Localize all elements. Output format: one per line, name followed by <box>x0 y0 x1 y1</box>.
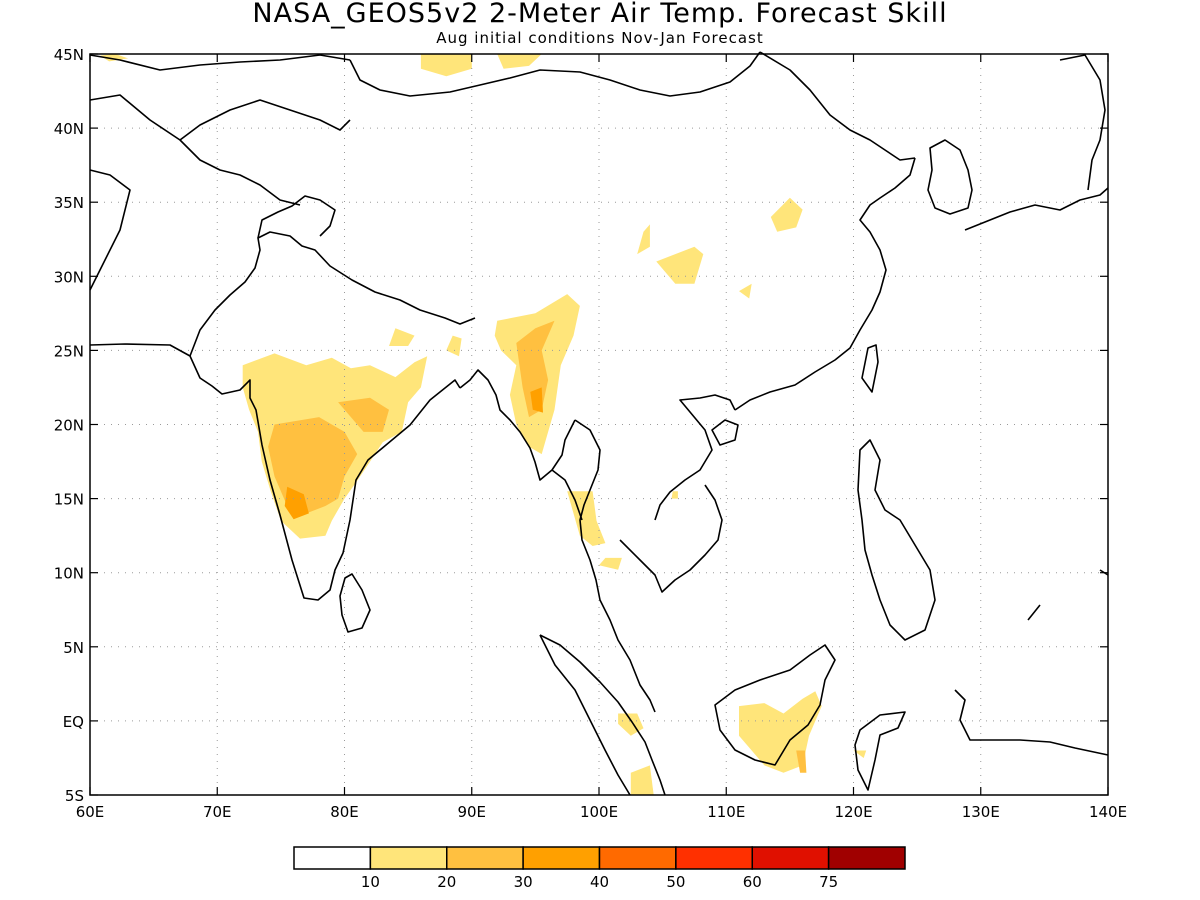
skill-region-level-1 <box>637 224 650 255</box>
coastlines-and-borders <box>89 51 1109 796</box>
colorbar-label: 40 <box>590 873 609 891</box>
colorbar-swatch <box>827 846 906 870</box>
colorbar-swatch <box>369 846 448 870</box>
lat-lon-gridlines <box>90 54 1108 795</box>
y-tick-label: 30N <box>54 268 84 286</box>
colorbar-label: 20 <box>437 873 456 891</box>
skill-region-level-1 <box>599 557 622 570</box>
x-tick-label: 100E <box>580 803 618 821</box>
skill-region-level-1 <box>671 491 678 499</box>
skill-shading-layer <box>100 54 867 795</box>
skill-region-level-2 <box>338 397 389 432</box>
map-title: NASA_GEOS5v2 2-Meter Air Temp. Forecast … <box>252 0 948 29</box>
skill-region-level-1 <box>656 246 704 284</box>
skill-region-level-1 <box>389 328 415 346</box>
skill-region-level-1 <box>497 54 542 69</box>
colorbar: 10 20 30 40 50 60 75 <box>293 846 906 891</box>
colorbar-label: 30 <box>514 873 533 891</box>
x-tick-label: 140E <box>1089 803 1127 821</box>
skill-region-level-1 <box>739 283 752 299</box>
y-tick-label: 20N <box>54 417 84 435</box>
skill-region-level-2 <box>516 320 555 418</box>
x-tick-label: 80E <box>330 803 359 821</box>
colorbar-swatch <box>293 846 372 870</box>
x-tick-label: 120E <box>834 803 872 821</box>
colorbar-swatch <box>675 846 753 870</box>
colorbar-label: 10 <box>361 873 380 891</box>
skill-region-level-1 <box>770 197 803 232</box>
skill-region-level-3 <box>530 387 543 413</box>
skill-region-level-2 <box>796 750 807 773</box>
y-tick-label: 25N <box>54 342 84 360</box>
skill-region-level-1 <box>739 691 822 773</box>
colorbar-label: 75 <box>819 873 838 891</box>
y-tick-label: EQ <box>63 713 84 731</box>
map-subtitle: Aug initial conditions Nov-Jan Forecast <box>436 29 764 47</box>
y-tick-label: 45N <box>54 46 84 64</box>
y-tick-label: 15N <box>54 491 84 509</box>
colorbar-swatch <box>522 846 601 870</box>
y-tick-label: 35N <box>54 194 84 212</box>
x-tick-label: 130E <box>962 803 1000 821</box>
map-axes: 60E 70E 80E 90E 100E 110E 120E 130E 140E 45N 40N 35… <box>54 46 1127 821</box>
map-frame <box>89 53 1109 796</box>
y-tick-label: 5S <box>65 787 84 805</box>
x-tick-label: 70E <box>203 803 232 821</box>
x-tick-label: 110E <box>707 803 745 821</box>
colorbar-label: 60 <box>743 873 762 891</box>
skill-region-level-1 <box>446 335 462 357</box>
x-tick-label: 60E <box>76 803 105 821</box>
colorbar-swatch <box>751 846 830 870</box>
colorbar-swatch <box>598 846 677 870</box>
colorbar-swatch <box>446 846 524 870</box>
skill-region-level-1 <box>420 54 472 77</box>
y-tick-label: 5N <box>63 639 84 657</box>
y-tick-label: 40N <box>54 120 84 138</box>
y-tick-label: 10N <box>54 565 84 583</box>
colorbar-label: 50 <box>666 873 685 891</box>
skill-region-level-3 <box>284 486 309 520</box>
x-tick-label: 90E <box>457 803 486 821</box>
skill-region-level-1 <box>100 54 129 62</box>
skill-region-level-1 <box>630 765 654 795</box>
